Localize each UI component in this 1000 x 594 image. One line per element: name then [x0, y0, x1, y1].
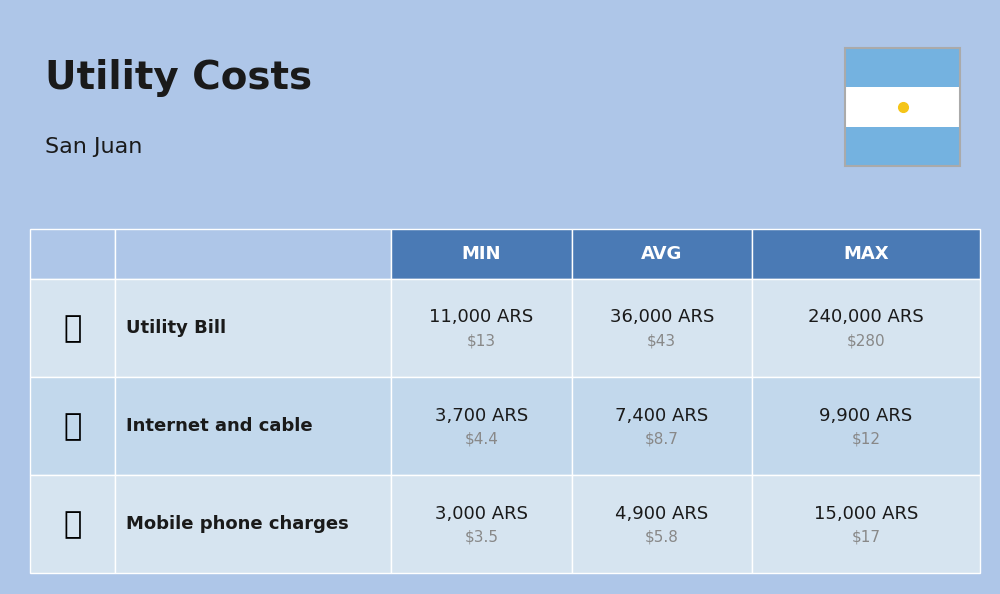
- FancyBboxPatch shape: [752, 279, 980, 377]
- FancyBboxPatch shape: [115, 377, 391, 475]
- Text: 🔧: 🔧: [64, 314, 82, 343]
- FancyBboxPatch shape: [572, 229, 752, 279]
- Text: 36,000 ARS: 36,000 ARS: [610, 308, 714, 327]
- Text: 9,900 ARS: 9,900 ARS: [819, 406, 913, 425]
- FancyBboxPatch shape: [752, 377, 980, 475]
- Text: $12: $12: [852, 432, 881, 447]
- Text: $13: $13: [467, 334, 496, 349]
- FancyBboxPatch shape: [391, 475, 572, 573]
- Text: $4.4: $4.4: [464, 432, 498, 447]
- FancyBboxPatch shape: [572, 377, 752, 475]
- FancyBboxPatch shape: [391, 279, 572, 377]
- Text: $3.5: $3.5: [464, 530, 498, 545]
- FancyBboxPatch shape: [572, 475, 752, 573]
- Text: 4,900 ARS: 4,900 ARS: [615, 504, 708, 523]
- Text: Internet and cable: Internet and cable: [126, 417, 312, 435]
- FancyBboxPatch shape: [30, 229, 115, 279]
- FancyBboxPatch shape: [115, 229, 391, 279]
- Text: Utility Bill: Utility Bill: [126, 319, 226, 337]
- FancyBboxPatch shape: [30, 377, 115, 475]
- Text: 📱: 📱: [64, 510, 82, 539]
- FancyBboxPatch shape: [752, 229, 980, 279]
- FancyBboxPatch shape: [115, 279, 391, 377]
- FancyBboxPatch shape: [30, 475, 115, 573]
- FancyBboxPatch shape: [752, 475, 980, 573]
- FancyBboxPatch shape: [845, 127, 960, 166]
- Text: $280: $280: [847, 334, 885, 349]
- Text: Utility Costs: Utility Costs: [45, 59, 312, 97]
- Text: AVG: AVG: [641, 245, 682, 263]
- FancyBboxPatch shape: [845, 48, 960, 87]
- FancyBboxPatch shape: [391, 377, 572, 475]
- Text: 3,000 ARS: 3,000 ARS: [435, 504, 528, 523]
- Text: San Juan: San Juan: [45, 137, 142, 157]
- FancyBboxPatch shape: [115, 475, 391, 573]
- FancyBboxPatch shape: [30, 279, 115, 377]
- Text: Mobile phone charges: Mobile phone charges: [126, 515, 348, 533]
- Text: $43: $43: [647, 334, 676, 349]
- Text: 3,700 ARS: 3,700 ARS: [435, 406, 528, 425]
- Text: $5.8: $5.8: [645, 530, 679, 545]
- FancyBboxPatch shape: [572, 279, 752, 377]
- Text: 7,400 ARS: 7,400 ARS: [615, 406, 708, 425]
- Text: MAX: MAX: [843, 245, 889, 263]
- FancyBboxPatch shape: [845, 87, 960, 127]
- Text: $8.7: $8.7: [645, 432, 679, 447]
- Text: MIN: MIN: [462, 245, 501, 263]
- Text: 11,000 ARS: 11,000 ARS: [429, 308, 533, 327]
- FancyBboxPatch shape: [391, 229, 572, 279]
- Text: $17: $17: [852, 530, 881, 545]
- Text: 15,000 ARS: 15,000 ARS: [814, 504, 918, 523]
- Text: 📡: 📡: [64, 412, 82, 441]
- Text: 240,000 ARS: 240,000 ARS: [808, 308, 924, 327]
